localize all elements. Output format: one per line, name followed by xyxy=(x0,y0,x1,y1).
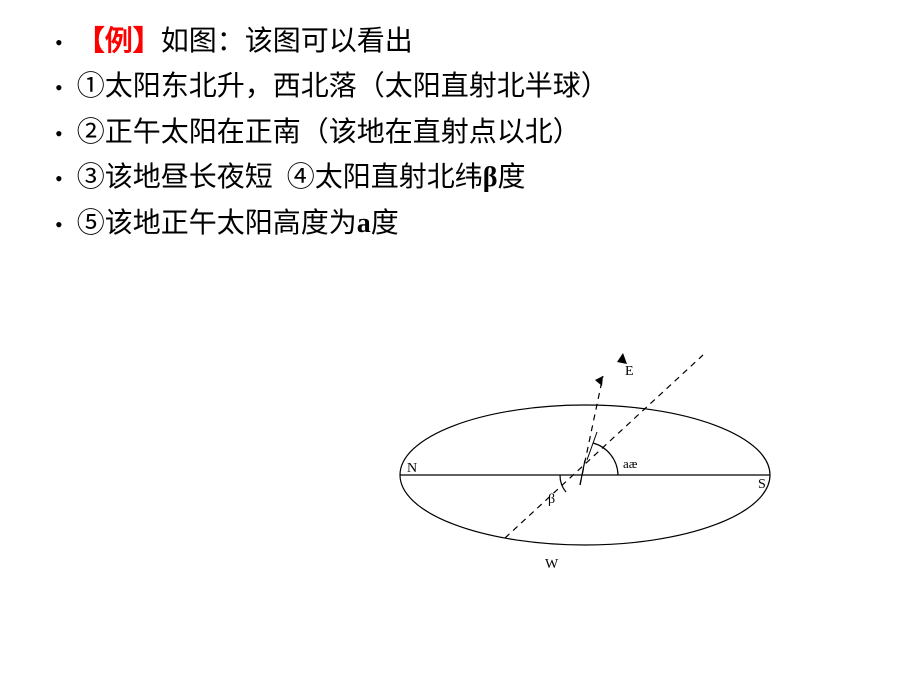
pt3b: ④太阳直射北纬 xyxy=(287,162,483,193)
bullet-dot: • xyxy=(55,162,63,196)
svg-text:β: β xyxy=(548,492,555,507)
diagram-svg: N S E Waæ β xyxy=(380,320,800,600)
line-3: • ③该地昼长夜短 ④太阳直射北纬β度 xyxy=(55,156,880,199)
example-label: 【例】 xyxy=(77,26,161,57)
bullet-dot: • xyxy=(55,117,63,151)
pt4: ⑤该地正午太阳高度为 xyxy=(77,208,357,239)
pt3b-sym: β xyxy=(483,162,498,193)
bullet-dot: • xyxy=(55,208,63,242)
pt3-text: ③该地昼长夜短 ④太阳直射北纬β度 xyxy=(77,156,526,199)
svg-text:W: W xyxy=(545,557,559,572)
pt2-text: ②正午太阳在正南（该地在直射点以北） xyxy=(77,111,581,154)
pt4-suffix: 度 xyxy=(371,208,399,239)
line-4: • ⑤该地正午太阳高度为a度 xyxy=(55,202,880,245)
pt4-sym: a xyxy=(357,208,371,239)
pt4-text: ⑤该地正午太阳高度为a度 xyxy=(77,202,399,245)
pt1-text: ①太阳东北升，西北落（太阳直射北半球） xyxy=(77,65,609,108)
pt3b-suffix: 度 xyxy=(498,162,526,193)
svg-text:N: N xyxy=(407,461,417,476)
intro-text: 如图：该图可以看出 xyxy=(161,26,413,57)
svg-text:S: S xyxy=(758,477,766,492)
bullet-dot: • xyxy=(55,26,63,60)
line-2: • ②正午太阳在正南（该地在直射点以北） xyxy=(55,111,880,154)
pt3a: ③该地昼长夜短 xyxy=(77,162,273,193)
slide-content: • 【例】如图：该图可以看出 • ①太阳东北升，西北落（太阳直射北半球） • ②… xyxy=(0,0,920,245)
sun-path-diagram: N S E Waæ β xyxy=(380,320,800,600)
line-intro: • 【例】如图：该图可以看出 xyxy=(55,20,880,63)
line-1: • ①太阳东北升，西北落（太阳直射北半球） xyxy=(55,65,880,108)
bullet-dot: • xyxy=(55,71,63,105)
svg-text:E: E xyxy=(625,364,634,379)
line-intro-text: 【例】如图：该图可以看出 xyxy=(77,20,413,63)
svg-text:aæ: aæ xyxy=(623,456,638,471)
